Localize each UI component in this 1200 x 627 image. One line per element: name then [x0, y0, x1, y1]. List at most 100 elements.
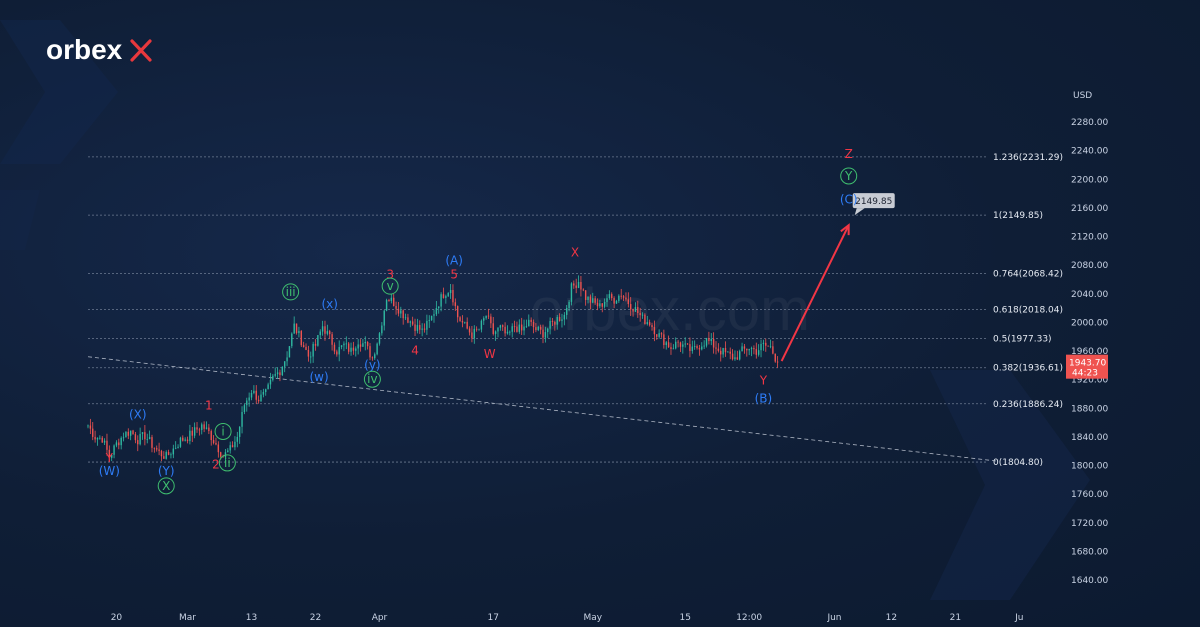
time-tick-label: 17	[488, 613, 499, 623]
candle-body	[374, 354, 376, 359]
wave-label: (A)	[445, 253, 463, 267]
candle-body	[634, 307, 637, 312]
candle-body	[722, 347, 724, 355]
candle-body	[509, 331, 511, 333]
candle-body	[298, 330, 300, 334]
candle-body	[703, 345, 705, 347]
candle-body	[295, 323, 298, 334]
candle-body	[134, 434, 137, 441]
wave-label: (W)	[99, 464, 120, 478]
time-tick-label: Jun	[826, 613, 841, 623]
candle-body	[283, 361, 286, 367]
time-axis[interactable]: 20 Mar 13 22 Apr 17 May 15 12:00 Jun 12 21 Ju	[111, 613, 1024, 623]
candle-body	[608, 294, 611, 299]
wave-label: Y	[844, 169, 853, 183]
price-axis[interactable]: USD 2280.00 2240.00 2200.00 2160.00 2120.00 2…	[1071, 91, 1108, 586]
candle-body	[378, 333, 381, 344]
candle-body	[338, 347, 340, 355]
candle-body	[684, 343, 686, 345]
candle-body	[250, 392, 253, 398]
orbex-logo-mark: orbex	[46, 34, 152, 65]
target-callout	[852, 193, 895, 209]
target-arrow-group: 2149.85	[780, 193, 895, 362]
time-tick-label: 20	[111, 613, 123, 623]
price-tick-label: 2200.00	[1071, 175, 1108, 185]
candle-body	[359, 344, 362, 347]
logo-text: orbex	[46, 34, 123, 65]
chevron-decoration-left-lower	[0, 190, 40, 250]
candle-body	[148, 437, 151, 440]
candle-body	[440, 294, 442, 307]
candle-body	[570, 283, 573, 302]
candle-body	[139, 433, 141, 445]
candle-body	[748, 349, 750, 351]
wave-label: (Y)	[158, 464, 175, 478]
candle-body	[535, 327, 537, 331]
candle-body	[575, 285, 577, 288]
candle-body	[698, 348, 701, 350]
candle-body	[94, 436, 96, 440]
candle-body	[696, 346, 698, 349]
candle-body	[430, 315, 433, 321]
candle-body	[734, 357, 736, 360]
candle-body	[646, 322, 648, 324]
candle-body	[677, 341, 679, 343]
candle-body	[324, 326, 326, 334]
candle-body	[442, 294, 445, 298]
candle-body	[762, 342, 765, 344]
candle-body	[312, 343, 314, 357]
wave-label-circle	[840, 167, 858, 185]
candle-body	[471, 332, 473, 339]
candle-body	[606, 298, 608, 302]
candle-body	[163, 456, 165, 459]
candle-body	[757, 350, 760, 355]
candle-body	[596, 302, 599, 307]
price-tick-label: 1840.00	[1071, 433, 1108, 443]
candle-body	[310, 356, 312, 358]
candle-body	[663, 334, 665, 345]
wave-label-circle	[218, 454, 236, 472]
candle-body	[765, 342, 767, 346]
candle-body	[724, 347, 727, 353]
candle-body	[506, 331, 509, 334]
candle-body	[686, 343, 689, 345]
candle-body	[487, 315, 490, 317]
candle-body	[92, 428, 94, 437]
candle-body	[449, 289, 452, 294]
candle-body	[520, 324, 523, 331]
candle-body	[473, 328, 475, 339]
price-tick-label: 1760.00	[1071, 490, 1108, 500]
candle-body	[525, 326, 528, 328]
candle-body	[129, 430, 132, 436]
price-tick-label: 1680.00	[1071, 547, 1108, 557]
candle-body	[151, 437, 153, 448]
candle-body	[435, 308, 438, 315]
candle-body	[96, 437, 99, 440]
candle-body	[355, 348, 357, 351]
candle-body	[729, 351, 731, 354]
candle-body	[383, 310, 385, 326]
candle-body	[331, 334, 333, 345]
fib-label: 0.382(1936.61)	[993, 364, 1063, 374]
candle-body	[321, 326, 324, 332]
wave-label-circle	[282, 283, 300, 301]
candle-body	[191, 430, 193, 436]
candle-body	[701, 346, 703, 350]
candle-body	[388, 300, 390, 302]
candle-body	[755, 349, 758, 355]
candle-body	[421, 328, 423, 330]
candle-body	[416, 325, 419, 331]
candle-body	[144, 432, 146, 440]
candle-body	[409, 321, 412, 323]
wave-label: (C)	[840, 193, 858, 207]
candle-body	[587, 296, 589, 301]
candle-body	[118, 442, 120, 446]
candle-body	[274, 374, 276, 376]
fib-label: 1(2149.85)	[993, 211, 1043, 221]
candle-body	[561, 319, 563, 321]
candle-body	[693, 346, 696, 347]
wave-label: iv	[367, 372, 377, 386]
candle-body	[255, 390, 257, 400]
